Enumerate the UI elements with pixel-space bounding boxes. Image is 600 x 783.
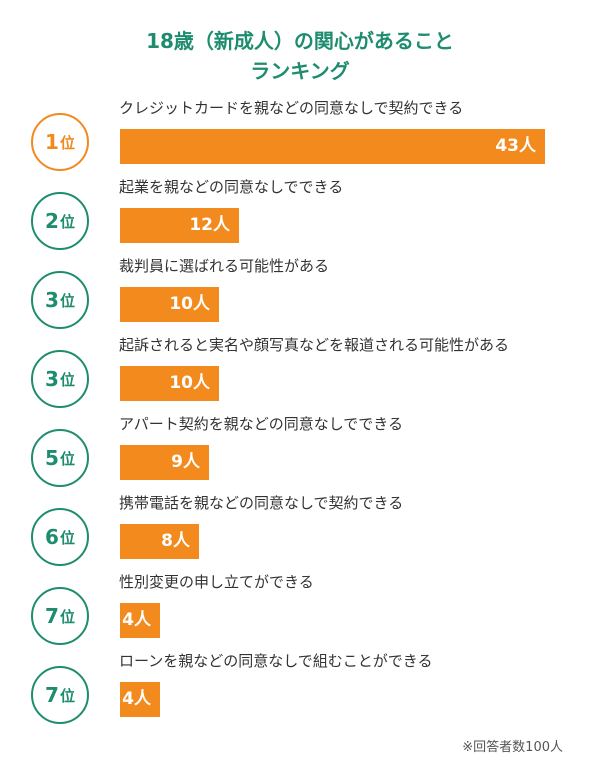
bar-value-label: 10人 (169, 294, 210, 314)
bar-value-label: 8人 (161, 531, 190, 551)
item-label: 性別変更の申し立てができる (119, 573, 314, 591)
value-bar: 43人 (120, 129, 545, 164)
ranking-row: 6 位 携帯電話を親などの同意なしで契約できる 8人 (0, 493, 600, 571)
title-line-2: ランキング (250, 59, 350, 83)
rank-suffix: 位 (59, 370, 75, 389)
rank-number: 3 (45, 367, 59, 391)
ranking-row: 2 位 起業を親などの同意なしでできる 12人 (0, 177, 600, 255)
title-line-1: 18歳（新成人）の関心があること (146, 29, 454, 53)
rank-suffix: 位 (59, 607, 75, 626)
rank-suffix: 位 (59, 528, 75, 547)
rank-number: 6 (45, 525, 59, 549)
item-label: 起訴されると実名や顔写真などを報道される可能性がある (119, 336, 510, 354)
chart-title: 18歳（新成人）の関心があること ランキング (0, 26, 600, 86)
bar-value-label: 12人 (189, 215, 230, 235)
ranking-row: 7 位 性別変更の申し立てができる 4人 (0, 572, 600, 650)
item-label: 起業を親などの同意なしでできる (119, 178, 344, 196)
ranking-row: 1 位 クレジットカードを親などの同意なしで契約できる 43人 (0, 98, 600, 176)
rank-suffix: 位 (59, 686, 75, 705)
ranking-row: 3 位 裁判員に選ばれる可能性がある 10人 (0, 256, 600, 334)
value-bar: 10人 (120, 287, 219, 322)
bar-value-label: 10人 (169, 373, 210, 393)
item-label: クレジットカードを親などの同意なしで契約できる (119, 99, 464, 117)
bar-value-label: 9人 (171, 452, 200, 472)
bar-value-label: 43人 (495, 136, 536, 156)
rank-suffix: 位 (59, 291, 75, 310)
rank-number: 7 (45, 604, 59, 628)
item-label: 携帯電話を親などの同意なしで契約できる (119, 494, 404, 512)
rank-suffix: 位 (59, 449, 75, 468)
value-bar: 8人 (120, 524, 199, 559)
bar-value-label: 4人 (122, 610, 151, 630)
value-bar: 9人 (120, 445, 209, 480)
item-label: 裁判員に選ばれる可能性がある (119, 257, 330, 275)
ranking-row: 7 位 ローンを親などの同意なしで組むことができる 4人 (0, 651, 600, 729)
ranking-row: 5 位 アパート契約を親などの同意なしでできる 9人 (0, 414, 600, 492)
rank-number: 3 (45, 288, 59, 312)
rank-number: 2 (45, 209, 59, 233)
rank-suffix: 位 (59, 212, 75, 231)
value-bar: 10人 (120, 366, 219, 401)
rank-number: 1 (45, 130, 59, 154)
item-label: アパート契約を親などの同意なしでできる (119, 415, 403, 433)
rank-suffix: 位 (59, 133, 75, 152)
value-bar: 4人 (120, 682, 160, 717)
rank-number: 7 (45, 683, 59, 707)
ranking-row: 3 位 起訴されると実名や顔写真などを報道される可能性がある 10人 (0, 335, 600, 413)
item-label: ローンを親などの同意なしで組むことができる (119, 652, 433, 670)
value-bar: 12人 (120, 208, 239, 243)
footnote: ※回答者数100人 (462, 740, 563, 755)
bar-value-label: 4人 (122, 689, 151, 709)
value-bar: 4人 (120, 603, 160, 638)
rank-number: 5 (45, 446, 59, 470)
